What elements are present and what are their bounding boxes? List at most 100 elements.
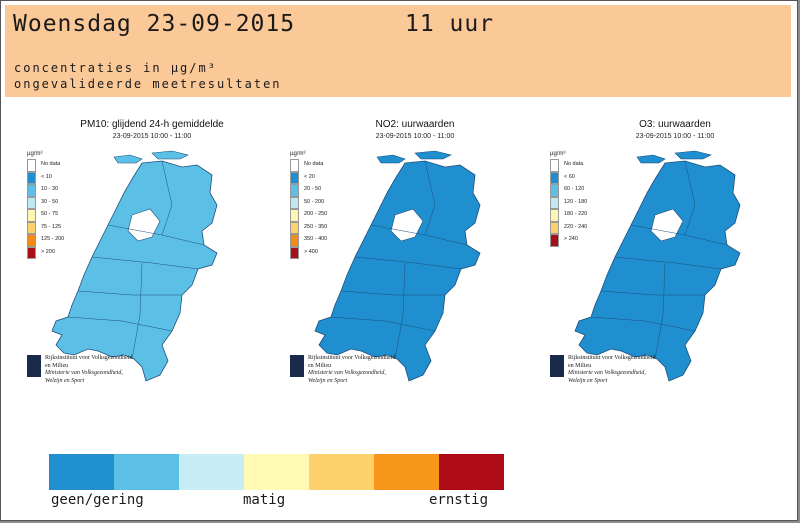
rivm-logo bbox=[290, 355, 304, 377]
legend-swatch bbox=[550, 209, 559, 222]
rivm-logo-text: Rijksinstituut voor Volksgezondheid en Mi… bbox=[568, 355, 655, 385]
legend-swatch bbox=[27, 221, 36, 234]
legend-label: < 60 bbox=[564, 173, 575, 180]
legend-swatch bbox=[550, 221, 559, 234]
legend-label: 200 - 250 bbox=[304, 211, 328, 217]
scale-label-low: geen/gering bbox=[51, 492, 144, 508]
panel-title: O3: uurwaarden bbox=[639, 119, 711, 130]
wadden-islands bbox=[636, 150, 712, 164]
legend-label: 50 - 75 bbox=[41, 211, 59, 217]
header-band: Woensdag 23-09-2015 11 uur concentraties… bbox=[5, 5, 791, 97]
province-border bbox=[614, 256, 722, 270]
logo-text-line: Ministerie van Volksgezondheid, bbox=[45, 370, 123, 376]
scale-segment bbox=[309, 454, 374, 490]
legend-swatch bbox=[550, 184, 559, 197]
province-border bbox=[684, 160, 696, 236]
legend-swatch bbox=[290, 171, 299, 184]
logo-text-line: Rijksinstituut voor Volksgezondheid bbox=[45, 355, 133, 361]
netherlands-map bbox=[51, 150, 218, 382]
wadden-islands bbox=[113, 150, 189, 164]
legend-swatch bbox=[550, 234, 559, 247]
panel-timestamp: 23-09-2015 10:00 - 11:00 bbox=[112, 133, 192, 140]
legend-label: No data bbox=[304, 161, 324, 167]
content-area: Woensdag 23-09-2015 11 uur concentraties… bbox=[5, 5, 791, 516]
logo-text-line: Ministerie van Volksgezondheid, bbox=[568, 370, 646, 376]
map-panel-no2: NO2: uurwaarden 23-09-2015 10:00 - 11:00 µ… bbox=[290, 105, 540, 405]
legend-swatch bbox=[290, 209, 299, 222]
logo-text-line: Ministerie van Volksgezondheid, bbox=[308, 370, 386, 376]
logo-text-line: en Milieu bbox=[308, 362, 332, 369]
legend-swatch bbox=[550, 171, 559, 184]
province-border bbox=[394, 262, 406, 360]
legend-swatch bbox=[290, 159, 299, 172]
legend-unit: µg/m³ bbox=[550, 151, 566, 157]
rivm-logo-text: Rijksinstituut voor Volksgezondheid en Mi… bbox=[308, 355, 395, 385]
province-border bbox=[590, 316, 696, 332]
legend-label: 20 - 50 bbox=[304, 186, 322, 192]
scale-label-high: ernstig bbox=[429, 492, 489, 508]
scale-segment bbox=[374, 454, 439, 490]
panel-title: PM10: glijdend 24-h gemiddelde bbox=[80, 119, 224, 130]
legend-swatch bbox=[27, 184, 36, 197]
legend-label: > 200 bbox=[41, 248, 55, 255]
province-border bbox=[354, 256, 462, 270]
legend-label: 10 - 30 bbox=[41, 186, 59, 192]
legend-swatch bbox=[550, 159, 559, 172]
rivm-logo bbox=[27, 355, 41, 377]
panel-timestamp: 23-09-2015 10:00 - 11:00 bbox=[635, 133, 715, 140]
rivm-logo-text: Rijksinstituut voor Volksgezondheid en Mi… bbox=[45, 355, 132, 385]
province-border bbox=[77, 290, 182, 296]
legend-label: 30 - 50 bbox=[41, 198, 59, 205]
scale-segment bbox=[49, 454, 114, 490]
country-shape bbox=[51, 160, 218, 382]
hour-title: 11 uur bbox=[405, 11, 495, 37]
legend-swatch bbox=[290, 196, 299, 209]
province-border bbox=[91, 256, 199, 270]
legend-swatch bbox=[27, 196, 36, 209]
legend-label: 180 - 220 bbox=[564, 211, 588, 217]
country-shape bbox=[574, 160, 741, 382]
legend-unit: µg/m³ bbox=[290, 151, 306, 157]
legend-label: 220 - 240 bbox=[564, 223, 588, 230]
scale-segment bbox=[244, 454, 309, 490]
logo-text-line: Welzijn en Sport bbox=[568, 377, 608, 384]
legend-label: 350 - 400 bbox=[304, 236, 328, 242]
legend-swatch bbox=[27, 234, 36, 247]
legend-swatch bbox=[27, 171, 36, 184]
logo-text-line: en Milieu bbox=[568, 362, 592, 369]
legend-swatch bbox=[290, 234, 299, 247]
province-border bbox=[330, 316, 436, 332]
units-subtitle: concentraties in µg/m³ bbox=[14, 61, 217, 75]
legend-swatch bbox=[290, 221, 299, 234]
legend-label: > 400 bbox=[304, 248, 318, 255]
legend-swatch bbox=[27, 209, 36, 222]
province-border bbox=[67, 316, 173, 332]
scale-segment bbox=[114, 454, 179, 490]
province-border bbox=[654, 262, 666, 360]
legend-swatch bbox=[290, 246, 299, 259]
legend-label: 60 - 120 bbox=[564, 186, 585, 192]
logo-text-line: Welzijn en Sport bbox=[45, 377, 85, 384]
scale-segment bbox=[439, 454, 504, 490]
province-border bbox=[424, 160, 436, 236]
legend-swatch bbox=[550, 196, 559, 209]
scale-label-mid: matig bbox=[243, 492, 286, 508]
legend-swatch bbox=[27, 159, 36, 172]
legend-label: 75 - 125 bbox=[41, 223, 62, 230]
scale-segment bbox=[179, 454, 244, 490]
legend-label: No data bbox=[41, 161, 61, 167]
legend-swatch bbox=[290, 184, 299, 197]
legend-label: > 240 bbox=[564, 236, 578, 242]
legend-swatch bbox=[27, 246, 36, 259]
wadden-islands bbox=[376, 150, 452, 164]
province-border bbox=[600, 290, 705, 296]
logo-text-line: Welzijn en Sport bbox=[308, 377, 348, 384]
netherlands-map bbox=[574, 150, 741, 382]
rivm-logo bbox=[550, 355, 564, 377]
province-border bbox=[340, 290, 445, 296]
logo-text-line: Rijksinstituut voor Volksgezondheid bbox=[308, 355, 396, 361]
legend-label: < 20 bbox=[304, 173, 315, 180]
legend-label: No data bbox=[564, 161, 584, 167]
panel-title: NO2: uurwaarden bbox=[375, 119, 455, 130]
